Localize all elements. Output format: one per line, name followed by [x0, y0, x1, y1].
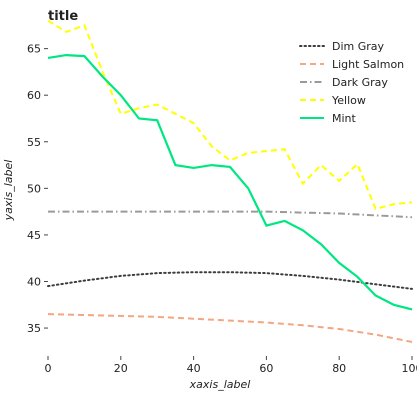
series-line-dim-gray — [47, 271, 413, 290]
y-axis-title: yaxis_label — [2, 160, 15, 222]
legend-label-light-salmon: Light Salmon — [332, 58, 404, 71]
legend-label-dim-gray: Dim Gray — [332, 40, 385, 53]
y-tick-label: 65 — [27, 43, 41, 56]
y-tick-label: 60 — [27, 89, 41, 102]
y-tick-label: 50 — [27, 182, 41, 195]
chart-title: title — [48, 9, 78, 24]
legend: Dim Gray Light Salmon Dark Gray Yellow Mint — [299, 40, 404, 125]
series-line-light-salmon — [47, 313, 413, 343]
x-tick-label: 20 — [114, 362, 128, 375]
series-line-yellow — [47, 19, 413, 210]
x-tick-label: 60 — [259, 362, 273, 375]
x-axis-title: xaxis_label — [189, 378, 251, 391]
legend-label-mint: Mint — [332, 112, 357, 125]
y-tick-label: 40 — [27, 275, 41, 288]
legend-label-yellow: Yellow — [331, 94, 366, 107]
series-line-dark-gray — [48, 210, 413, 219]
x-tick-label: 40 — [187, 362, 201, 375]
x-tick-label: 80 — [332, 362, 346, 375]
y-tick-label: 45 — [27, 229, 41, 242]
series-line-mint — [47, 53, 413, 311]
x-tick-label: 100 — [402, 362, 417, 375]
legend-label-dark-gray: Dark Gray — [332, 76, 388, 89]
y-tick-label: 35 — [27, 322, 41, 335]
y-tick-label: 55 — [27, 136, 41, 149]
x-tick-label: 0 — [45, 362, 52, 375]
